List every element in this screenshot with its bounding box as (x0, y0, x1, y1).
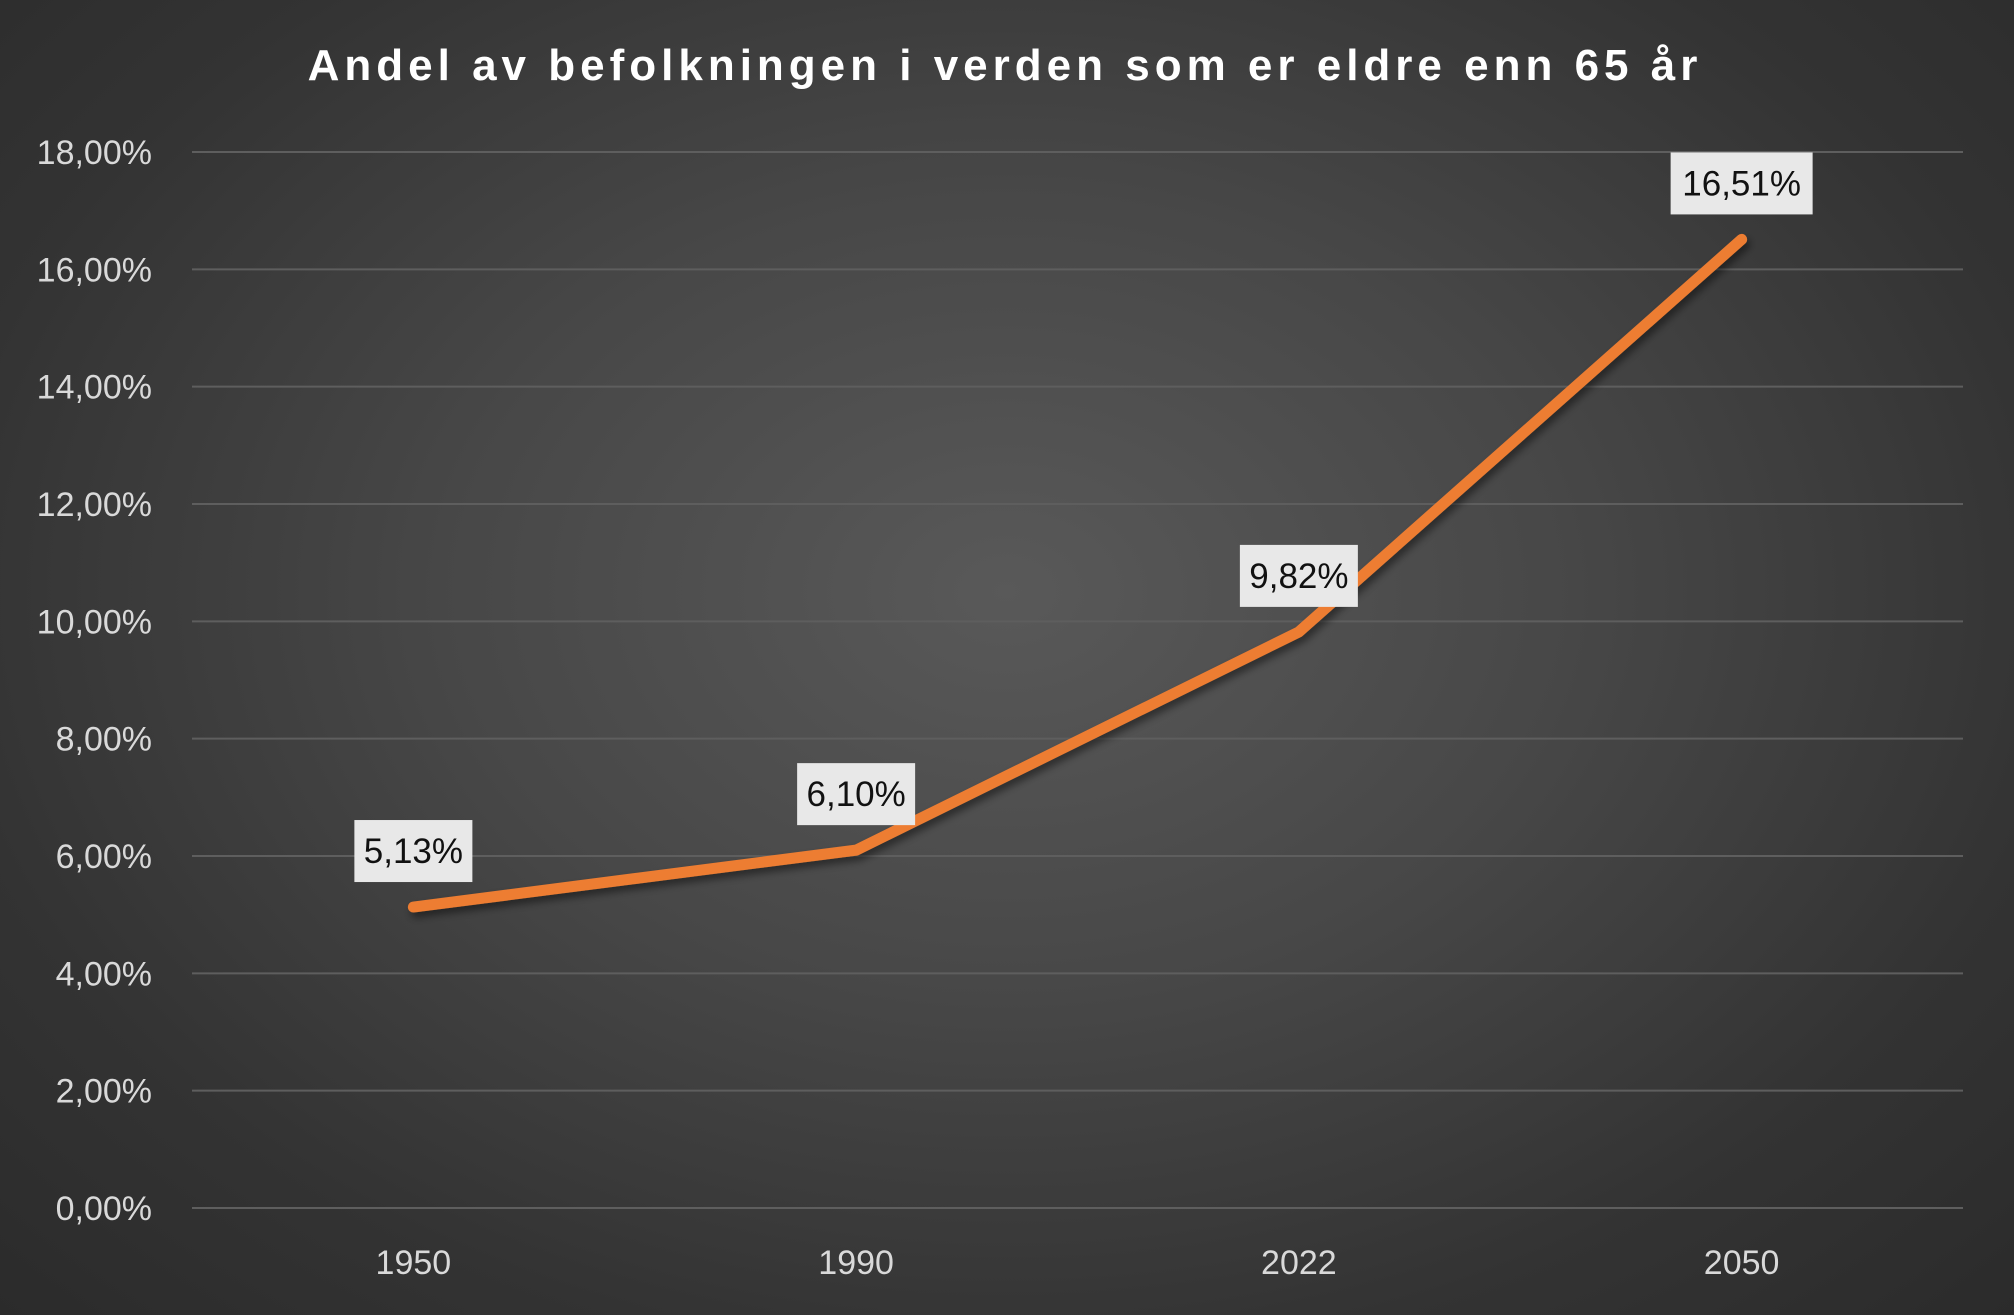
y-tick-label: 4,00% (56, 955, 152, 993)
y-tick-label: 6,00% (56, 838, 152, 876)
y-tick-label: 2,00% (56, 1073, 152, 1111)
x-tick-label: 1990 (818, 1244, 894, 1282)
series-line (407, 233, 1748, 913)
data-label-box (797, 763, 916, 826)
data-label: 16,51% (1670, 152, 1813, 215)
y-tick-label: 12,00% (37, 486, 152, 524)
y-tick-label: 14,00% (37, 369, 152, 407)
data-label-text: 5,13% (364, 832, 463, 871)
data-label: 6,10% (797, 763, 916, 826)
x-tick-label: 2050 (1704, 1244, 1780, 1282)
y-tick-label: 0,00% (56, 1190, 152, 1228)
x-tick-label: 1950 (376, 1244, 452, 1282)
data-labels: 5,13% 6,10% 9,82% 16,51% (354, 152, 1813, 883)
data-label: 9,82% (1239, 544, 1358, 607)
y-tick-label: 8,00% (56, 721, 152, 759)
data-label: 5,13% (354, 820, 473, 883)
y-axis-ticks: 0,00% 2,00% 4,00% 6,00% 8,00% 10,00% 12,00% 14,… (37, 134, 152, 1228)
y-tick-label: 16,00% (37, 251, 152, 289)
chart-title: Andel av befolkningen i verden som er el… (308, 41, 1703, 90)
data-label-text: 9,82% (1249, 557, 1348, 596)
x-axis-ticks: 1950 1990 2022 2050 (376, 1244, 1780, 1282)
gridlines (192, 151, 1963, 1209)
y-tick-label: 10,00% (37, 603, 152, 641)
data-label-box (1239, 544, 1358, 607)
series (407, 233, 1748, 913)
data-label-text: 6,10% (807, 775, 906, 814)
data-label-box (354, 820, 473, 883)
data-label-box (1670, 152, 1813, 215)
data-label-text: 16,51% (1682, 164, 1801, 203)
y-tick-label: 18,00% (37, 134, 152, 172)
x-tick-label: 2022 (1261, 1244, 1337, 1282)
